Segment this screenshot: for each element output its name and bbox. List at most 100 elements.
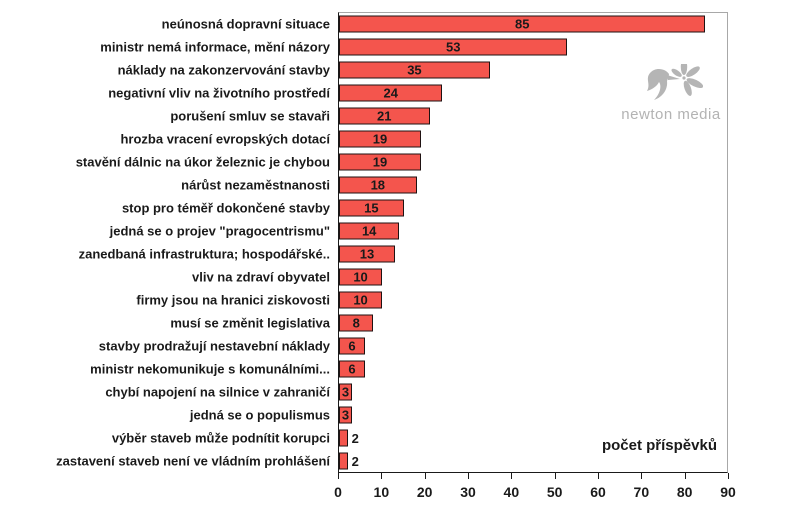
category-label: jedná se o projev "pragocentrismu" (109, 223, 330, 239)
axis-tick (338, 473, 339, 479)
axis-tick (424, 473, 426, 479)
bar: 35 (339, 61, 490, 79)
axis-tick-label: 20 (416, 484, 433, 500)
value-label: 6 (348, 338, 356, 354)
bar: 24 (339, 84, 443, 102)
value-label: 3 (341, 407, 350, 423)
axis-tick-label: 90 (720, 484, 736, 500)
bar-row: ministr nemá informace, mění názory 53 (0, 35, 728, 58)
bar: 19 (339, 153, 421, 171)
axis-tick (554, 473, 556, 479)
bar: 18 (339, 176, 417, 194)
category-label: jedná se o populismus (189, 407, 330, 423)
value-label: 85 (514, 16, 530, 32)
axis-tick-label: 50 (546, 484, 563, 500)
value-label: 8 (352, 315, 360, 331)
bar: 13 (339, 245, 396, 263)
bar-track: 3 (339, 381, 727, 404)
bar-track: 14 (339, 219, 727, 242)
value-label: 35 (407, 62, 422, 78)
bar-row: jedná se o populismus 3 (0, 404, 728, 427)
bar-track: 2 (339, 450, 727, 473)
value-label: 14 (361, 223, 377, 239)
bar-track: 21 (339, 104, 727, 127)
bar-row: náklady na zakonzervování stavby 35 (0, 58, 728, 81)
bar: 10 (339, 268, 383, 286)
axis-tick (728, 473, 729, 479)
bar-row: zanedbaná infrastruktura; hospodářské.. 1… (0, 243, 728, 266)
bar-track: 10 (339, 289, 727, 312)
bar: 3 (339, 383, 352, 401)
axis-tick-label: 80 (676, 484, 693, 500)
bar-row: stop pro téměř dokončené stavby 15 (0, 196, 728, 219)
axis-tick-label: 0 (334, 484, 342, 500)
bar: 6 (339, 337, 365, 355)
category-label: výběr staveb může podnítit korupci (111, 430, 330, 446)
bar-row: chybí napojení na silnice v zahraničí 3 (0, 381, 728, 404)
bar-track: 6 (339, 358, 727, 381)
category-label: hrozba vracení evropských dotací (120, 131, 330, 147)
category-label: vliv na zdraví obyvatel (191, 269, 330, 285)
axis-tick (381, 473, 383, 479)
bar-row: stavění dálnic na úkor železnic je chybo… (0, 150, 728, 173)
bar-track: 35 (339, 58, 727, 81)
bar: 10 (339, 291, 383, 309)
bar-track: 13 (339, 243, 727, 266)
value-label: 19 (372, 154, 388, 170)
bar-track: 10 (339, 266, 727, 289)
bar-row: porušení smluv se stavaři 21 (0, 104, 728, 127)
bar: 19 (339, 130, 421, 148)
category-label: musí se změnit legislativa (170, 315, 330, 331)
bar-track: 85 (339, 12, 727, 35)
axis-tick (468, 473, 469, 479)
bar-track: 3 (339, 404, 727, 427)
value-label: 10 (353, 269, 368, 285)
newton-media-watermark: newton media (615, 64, 727, 122)
bar: 3 (339, 406, 352, 424)
bar: 2 (339, 429, 359, 447)
value-label: 15 (364, 200, 379, 216)
bar-track: 6 (339, 335, 727, 358)
bar-row: musí se změnit legislativa 8 (0, 312, 728, 335)
value-label: 13 (359, 246, 375, 262)
bar-rows-container: neúnosná dopravní situace 85 ministr nemá … (0, 12, 728, 473)
hummingbird-logo-icon (647, 64, 703, 100)
bar-row: zastavení staveb není ve vládním prohláš… (0, 450, 728, 473)
category-label: stavby prodražují nestavební náklady (98, 338, 330, 354)
bar: 14 (339, 222, 400, 240)
category-label: zanedbaná infrastruktura; hospodářské.. (78, 246, 330, 262)
axis-tick-label: 30 (460, 484, 476, 500)
bar-row: hrozba vracení evropských dotací 19 (0, 127, 728, 150)
value-label: 19 (372, 131, 388, 147)
bar: 8 (339, 314, 374, 332)
value-label: 18 (370, 177, 386, 193)
bar-row: ministr nekomunikuje s komunálními... 6 (0, 358, 728, 381)
bar-row: výběr staveb může podnítit korupci 2 (0, 427, 728, 450)
axis-tick-label: 60 (590, 484, 606, 500)
value-label: 10 (353, 292, 368, 308)
x-axis-title: počet příspěvků (601, 437, 717, 454)
category-label: firmy jsou na hranici ziskovosti (136, 292, 330, 308)
category-label: porušení smluv se stavaři (170, 108, 330, 124)
bar-row: firmy jsou na hranici ziskovosti 10 (0, 289, 728, 312)
bar: 85 (339, 15, 706, 33)
axis-tick (641, 473, 643, 479)
category-label: neúnosná dopravní situace (161, 16, 330, 32)
category-label: chybí napojení na silnice v zahraničí (105, 384, 330, 400)
axis-tick (511, 473, 513, 479)
category-label: stavění dálnic na úkor železnic je chybo… (75, 154, 330, 170)
bar-row: stavby prodražují nestavební náklady 6 (0, 335, 728, 358)
bar-track: 8 (339, 312, 727, 335)
bar-row: vliv na zdraví obyvatel 10 (0, 266, 728, 289)
bar: 53 (339, 38, 568, 56)
category-label: stop pro téměř dokončené stavby (121, 200, 330, 216)
bar-track: 18 (339, 173, 727, 196)
category-label: náklady na zakonzervování stavby (117, 62, 330, 78)
axis-tick-label: 40 (503, 484, 520, 500)
bar-track: 53 (339, 35, 727, 58)
bar: 15 (339, 199, 404, 217)
bar-row: negativní vliv na životního prostředí 24 (0, 81, 728, 104)
bar-track: 19 (339, 150, 727, 173)
bar-row: jedná se o projev "pragocentrismu" 14 (0, 219, 728, 242)
